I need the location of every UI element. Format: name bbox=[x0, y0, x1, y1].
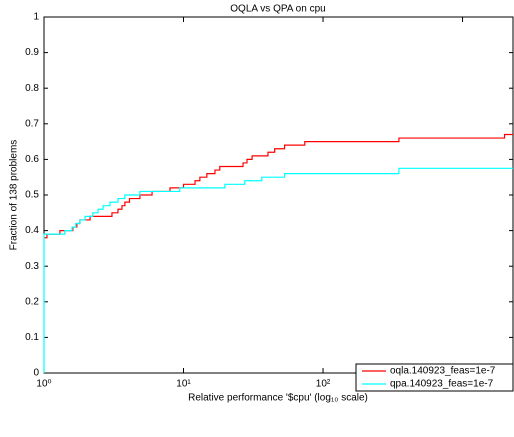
y-tick-label: 0.7 bbox=[25, 118, 39, 129]
series-line bbox=[43, 167, 513, 373]
y-tick-label: 0.6 bbox=[25, 154, 39, 165]
y-tick-label: 0.9 bbox=[25, 47, 39, 58]
y-tick-label: 0.4 bbox=[25, 225, 39, 236]
legend-label: qpa.140923_feas=1e-7 bbox=[390, 379, 494, 390]
y-tick-label: 0.5 bbox=[25, 190, 39, 201]
x-tick-label: 10¹ bbox=[176, 379, 191, 390]
y-tick-label: 0.2 bbox=[25, 296, 39, 307]
y-tick-label: 1 bbox=[33, 12, 39, 23]
y-tick-label: 0.8 bbox=[25, 83, 39, 94]
y-axis-label: Fraction of 138 problems bbox=[9, 140, 20, 251]
y-tick-label: 0 bbox=[33, 368, 39, 379]
x-tick-label: 10⁰ bbox=[36, 379, 51, 390]
legend-box bbox=[355, 363, 514, 392]
x-tick-label: 10² bbox=[316, 379, 331, 390]
y-tick-label: 0.3 bbox=[25, 261, 39, 272]
chart-title: OQLA vs QPA on cpu bbox=[230, 4, 325, 15]
series-line bbox=[44, 133, 513, 239]
y-tick-label: 0.1 bbox=[25, 332, 39, 343]
plot-frame bbox=[43, 16, 514, 374]
x-axis-label: Relative performance '$cpu' (log₁₀ scale… bbox=[188, 393, 368, 404]
legend-label: oqla.140923_feas=1e-7 bbox=[390, 366, 496, 377]
